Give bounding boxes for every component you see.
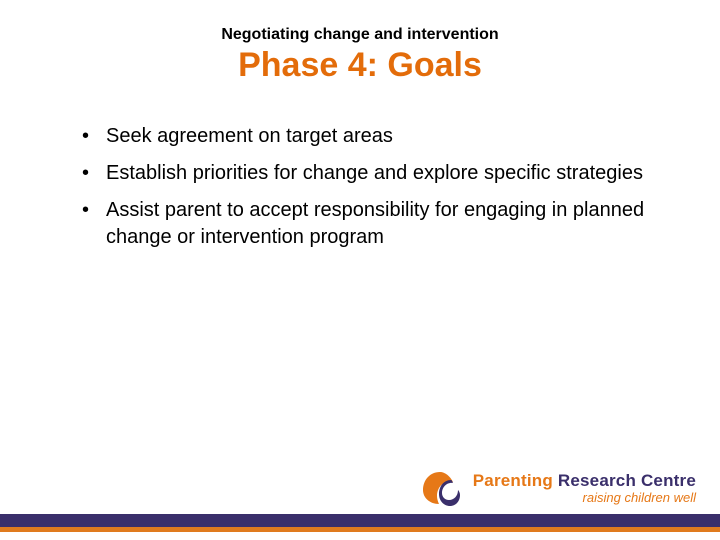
bullet-list: Seek agreement on target areas Establish… bbox=[0, 123, 720, 251]
logo-text: Parenting Research Centre raising childr… bbox=[473, 472, 696, 504]
logo-icon bbox=[417, 468, 463, 508]
logo-title: Parenting Research Centre bbox=[473, 472, 696, 489]
logo: Parenting Research Centre raising childr… bbox=[417, 468, 696, 508]
logo-tagline: raising children well bbox=[473, 491, 696, 504]
list-item: Assist parent to accept responsibility f… bbox=[78, 197, 650, 251]
footer-bar-accent bbox=[0, 527, 720, 532]
slide-title: Phase 4: Goals bbox=[0, 46, 720, 85]
footer-bar bbox=[0, 514, 720, 532]
slide: Negotiating change and intervention Phas… bbox=[0, 0, 720, 540]
slide-subtitle: Negotiating change and intervention bbox=[0, 0, 720, 44]
list-item: Establish priorities for change and expl… bbox=[78, 160, 650, 187]
logo-title-part2: Research Centre bbox=[558, 471, 696, 490]
logo-title-part1: Parenting bbox=[473, 471, 558, 490]
list-item: Seek agreement on target areas bbox=[78, 123, 650, 150]
footer: Parenting Research Centre raising childr… bbox=[0, 460, 720, 540]
